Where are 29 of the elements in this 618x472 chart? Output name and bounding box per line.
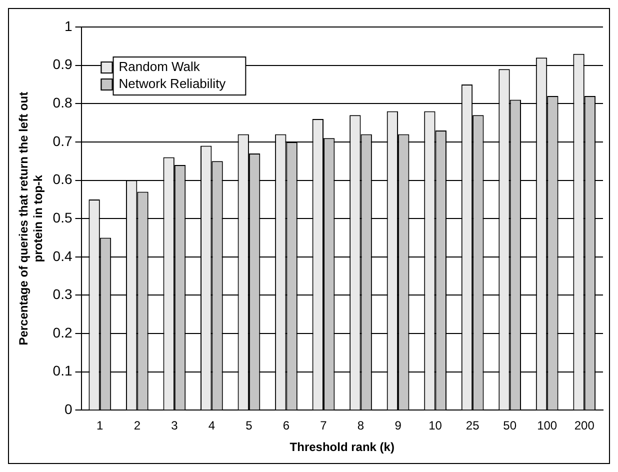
y-tick-label: 0.7 xyxy=(52,132,72,149)
x-tick-label: 9 xyxy=(394,418,402,433)
y-tick-label: 0.5 xyxy=(52,209,72,226)
legend-label: Random Walk xyxy=(118,59,200,74)
y-tick-label: 0 xyxy=(64,401,72,418)
x-tick-label: 50 xyxy=(503,418,517,433)
x-tick-label: 8 xyxy=(357,418,364,433)
y-tick-label: 0.4 xyxy=(52,248,72,264)
x-axis-title: Threshold rank (k) xyxy=(290,440,394,454)
y-tick-label: 0.2 xyxy=(52,324,72,340)
y-tick-label: 0.1 xyxy=(52,362,72,379)
legend-label: Network Reliability xyxy=(118,76,226,92)
x-tick-label: 25 xyxy=(466,418,480,433)
y-tick-label: 0.3 xyxy=(52,286,72,302)
y-tick-label: 0.8 xyxy=(52,94,72,110)
x-tick-label: 4 xyxy=(208,418,216,433)
y-tick-label: 0.9 xyxy=(52,56,72,72)
x-tick-label: 5 xyxy=(246,418,253,433)
x-tick-label: 1 xyxy=(96,418,104,433)
x-tick-label: 7 xyxy=(320,418,328,433)
x-tick-label: 200 xyxy=(574,418,595,433)
x-tick-label: 3 xyxy=(171,418,178,433)
x-tick-label: 6 xyxy=(282,418,290,433)
y-tick-label: 1 xyxy=(64,18,72,34)
x-tick-label: 10 xyxy=(428,418,442,433)
x-tick-label: 2 xyxy=(134,418,141,433)
y-axis-title: Percentage of queries that return the left out protein in top-k xyxy=(16,92,45,346)
x-tick-label: 100 xyxy=(537,418,558,433)
y-tick-label: 0.6 xyxy=(52,171,72,188)
